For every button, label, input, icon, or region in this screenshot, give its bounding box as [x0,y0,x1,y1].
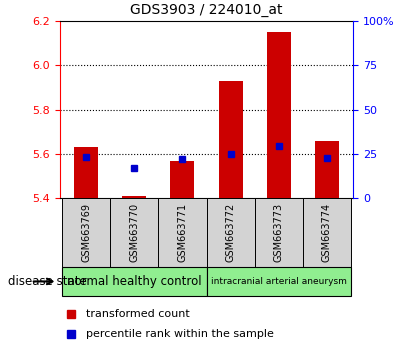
Text: GSM663771: GSM663771 [178,203,187,262]
Bar [219,81,242,198]
Bar [62,198,110,267]
Title: GDS3903 / 224010_at: GDS3903 / 224010_at [130,4,283,17]
Text: transformed count: transformed count [86,309,190,319]
Text: percentile rank within the sample: percentile rank within the sample [86,329,274,339]
Bar [255,198,303,267]
Bar [74,147,98,198]
Text: GSM663774: GSM663774 [322,203,332,262]
Text: disease state: disease state [8,275,87,288]
Text: GSM663773: GSM663773 [274,203,284,262]
Text: GSM663769: GSM663769 [81,203,91,262]
Bar [62,267,206,296]
Bar [206,267,351,296]
Bar [267,32,291,198]
Bar [110,198,158,267]
Bar [315,141,339,198]
Bar [303,198,351,267]
Bar [206,198,255,267]
Bar [171,161,194,198]
Bar [158,198,206,267]
Text: intracranial arterial aneurysm: intracranial arterial aneurysm [211,277,347,286]
Text: normal healthy control: normal healthy control [67,275,201,288]
Bar [122,196,146,198]
Text: GSM663772: GSM663772 [226,203,236,262]
Text: GSM663770: GSM663770 [129,203,139,262]
